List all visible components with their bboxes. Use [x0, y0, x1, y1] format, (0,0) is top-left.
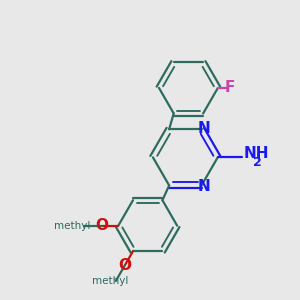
Text: N: N — [197, 121, 210, 136]
Text: 2: 2 — [253, 156, 262, 169]
Text: methyl: methyl — [54, 221, 91, 231]
Text: O: O — [96, 218, 109, 233]
Text: NH: NH — [243, 146, 269, 161]
Text: methyl: methyl — [92, 276, 128, 286]
Text: F: F — [225, 80, 236, 95]
Text: O: O — [118, 258, 131, 273]
Text: N: N — [197, 179, 210, 194]
